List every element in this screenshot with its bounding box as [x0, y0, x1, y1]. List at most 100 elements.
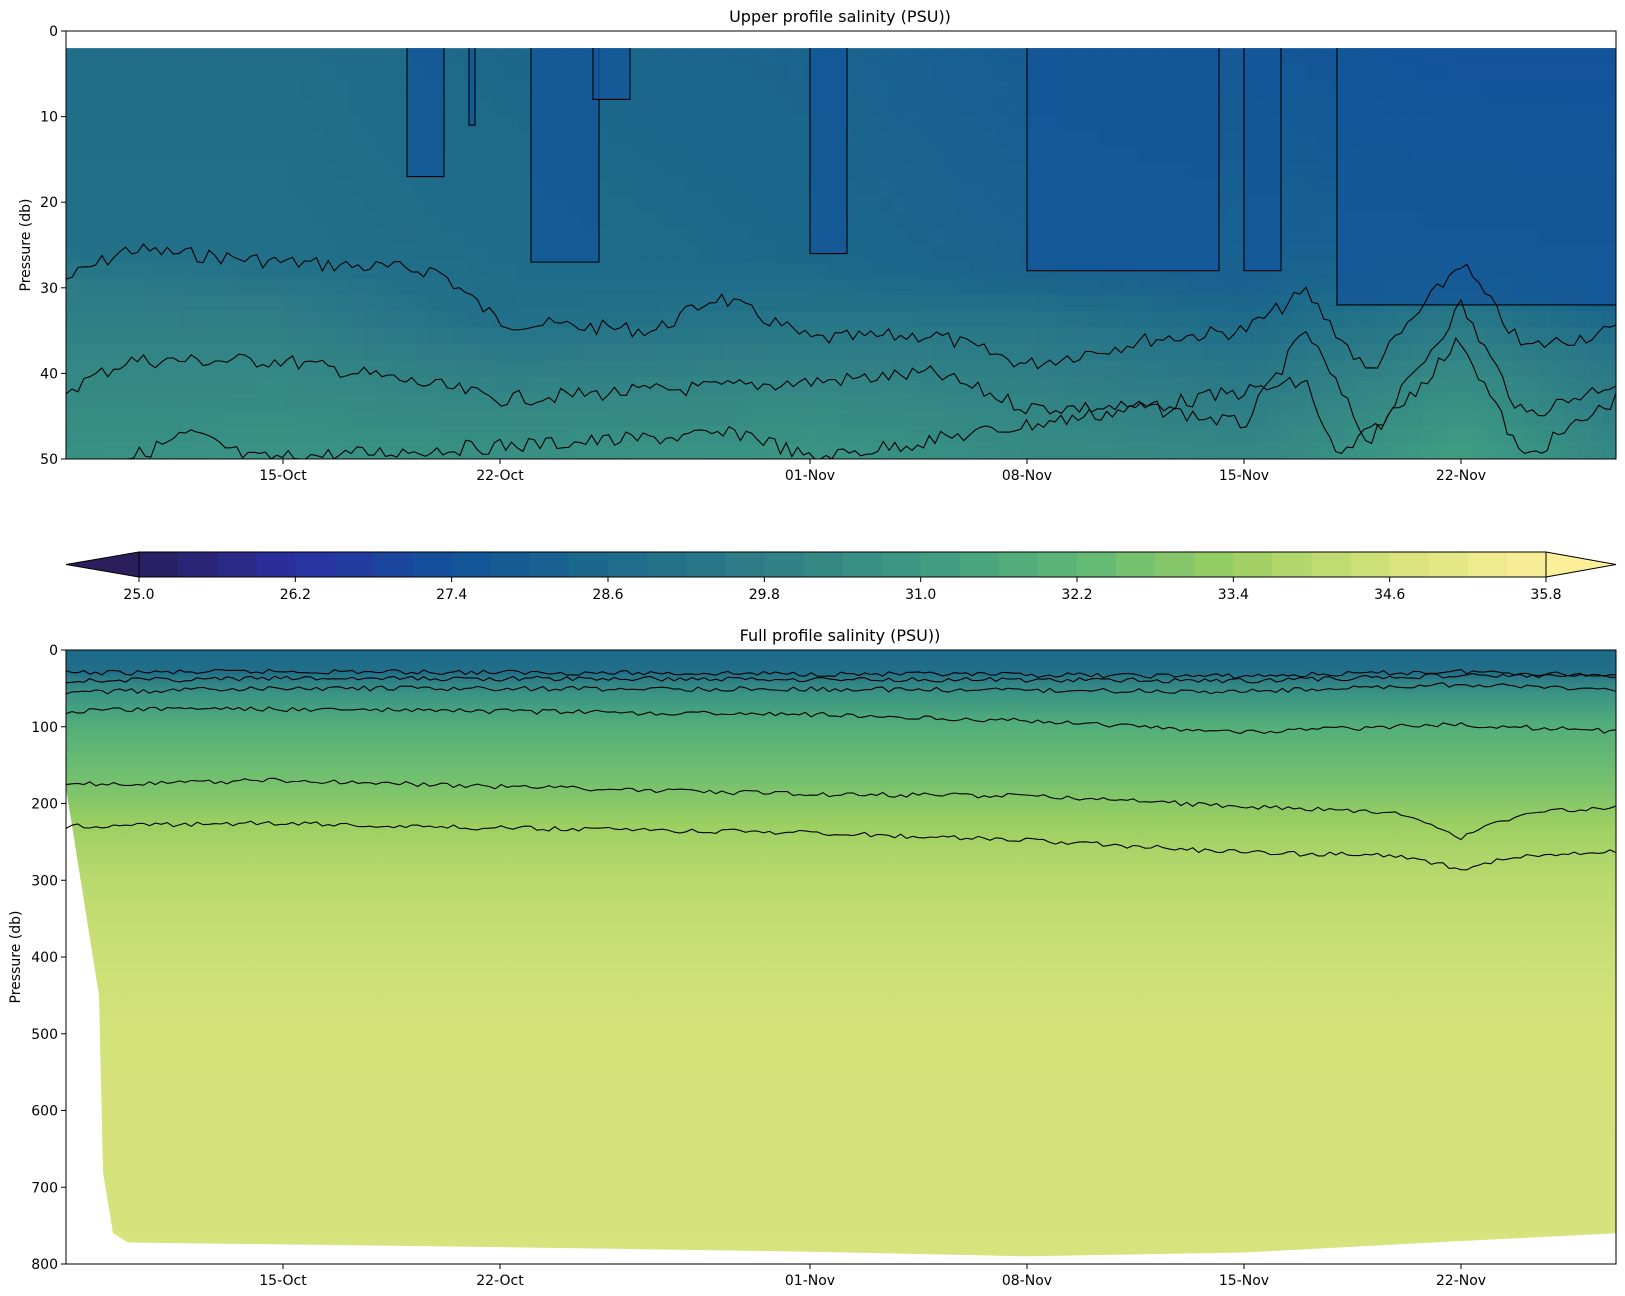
- salinity-cell: [892, 64, 907, 82]
- salinity-cell: [208, 261, 222, 279]
- salinity-cell: [233, 278, 248, 296]
- salinity-cell: [1577, 360, 1591, 378]
- salinity-cell: [272, 130, 287, 148]
- salinity-cell: [1021, 360, 1036, 378]
- salinity-cell: [1215, 294, 1230, 312]
- salinity-cell: [117, 179, 132, 197]
- salinity-cell: [324, 179, 338, 197]
- salinity-cell: [944, 64, 958, 82]
- salinity-cell: [221, 97, 235, 115]
- salinity-cell: [350, 327, 364, 345]
- salinity-cell: [660, 48, 674, 66]
- salinity-cell: [621, 261, 635, 279]
- salinity-cell: [698, 163, 713, 181]
- salinity-cell: [660, 311, 674, 329]
- salinity-cell: [1461, 393, 1475, 411]
- salinity-cell: [1331, 442, 1346, 459]
- salinity-cell: [246, 163, 261, 181]
- salinity-cell: [208, 113, 222, 131]
- salinity-cell: [324, 146, 338, 164]
- salinity-cell: [983, 426, 997, 444]
- salinity-cell: [931, 196, 945, 214]
- salinity-cell: [569, 261, 584, 279]
- salinity-cell: [1422, 343, 1436, 361]
- salinity-cell: [104, 179, 119, 197]
- salinity-cell: [789, 212, 803, 230]
- salinity-cell: [931, 163, 945, 181]
- salinity-cell: [91, 97, 106, 115]
- x-tick-label: 22-Nov: [1436, 1273, 1486, 1289]
- salinity-cell: [724, 442, 739, 459]
- salinity-cell: [272, 426, 287, 444]
- salinity-cell: [1086, 294, 1100, 312]
- salinity-cell: [892, 393, 907, 411]
- salinity-cell: [1318, 196, 1333, 214]
- salinity-cell: [1047, 376, 1062, 394]
- salinity-cell: [1280, 64, 1294, 82]
- salinity-cell: [1357, 442, 1372, 459]
- salinity-cell: [246, 278, 261, 296]
- salinity-cell: [531, 426, 545, 444]
- salinity-cell: [1473, 426, 1488, 444]
- plot-area: [66, 650, 1616, 1257]
- salinity-cell: [117, 376, 132, 394]
- salinity-cell: [1318, 130, 1333, 148]
- salinity-cell: [944, 393, 958, 411]
- salinity-cell: [866, 64, 881, 82]
- salinity-cell: [970, 196, 984, 214]
- salinity-cell: [130, 376, 145, 394]
- salinity-cell: [1448, 360, 1462, 378]
- salinity-cell: [414, 442, 429, 459]
- salinity-cell: [324, 393, 338, 411]
- salinity-cell: [350, 196, 364, 214]
- salinity-cell: [1306, 393, 1320, 411]
- salinity-cell: [853, 113, 868, 131]
- salinity-cell: [1293, 130, 1307, 148]
- salinity-cell: [376, 376, 390, 394]
- salinity-cell: [1047, 278, 1062, 296]
- salinity-cell: [143, 311, 158, 329]
- salinity-cell: [686, 113, 700, 131]
- salinity-cell: [737, 261, 752, 279]
- salinity-cell: [246, 393, 261, 411]
- salinity-cell: [337, 409, 351, 427]
- salinity-cell: [1344, 426, 1359, 444]
- salinity-cell: [169, 376, 183, 394]
- salinity-cell: [1525, 426, 1540, 444]
- salinity-cell: [1112, 311, 1126, 329]
- salinity-cell: [1293, 48, 1307, 66]
- salinity-cell: [698, 278, 713, 296]
- salinity-cell: [440, 196, 455, 214]
- salinity-cell: [156, 97, 170, 115]
- salinity-cell: [892, 311, 907, 329]
- salinity-cell: [518, 196, 532, 214]
- salinity-cell: [970, 163, 984, 181]
- salinity-cell: [505, 163, 519, 181]
- salinity-cell: [233, 179, 248, 197]
- salinity-cell: [143, 278, 158, 296]
- salinity-cell: [440, 261, 455, 279]
- salinity-cell: [1499, 393, 1514, 411]
- salinity-cell: [1241, 311, 1255, 329]
- salinity-cell: [1112, 426, 1126, 444]
- salinity-cell: [698, 442, 713, 459]
- salinity-cell: [673, 212, 687, 230]
- salinity-cell: [763, 80, 778, 99]
- salinity-cell: [182, 278, 196, 296]
- salinity-cell: [660, 179, 674, 197]
- salinity-cell: [1125, 278, 1139, 296]
- salinity-cell: [789, 113, 803, 131]
- salinity-cell: [983, 278, 997, 296]
- salinity-cell: [363, 48, 377, 66]
- salinity-cell: [1293, 113, 1307, 131]
- salinity-cell: [363, 113, 377, 131]
- salinity-cell: [466, 360, 480, 378]
- salinity-cell: [815, 311, 829, 329]
- salinity-cell: [221, 212, 235, 230]
- salinity-cell: [272, 327, 287, 345]
- salinity-cell: [996, 130, 1010, 148]
- salinity-cell: [1267, 376, 1281, 394]
- salinity-cell: [208, 80, 222, 99]
- salinity-cell: [996, 80, 1010, 99]
- fresh-water-pocket: [1244, 48, 1281, 271]
